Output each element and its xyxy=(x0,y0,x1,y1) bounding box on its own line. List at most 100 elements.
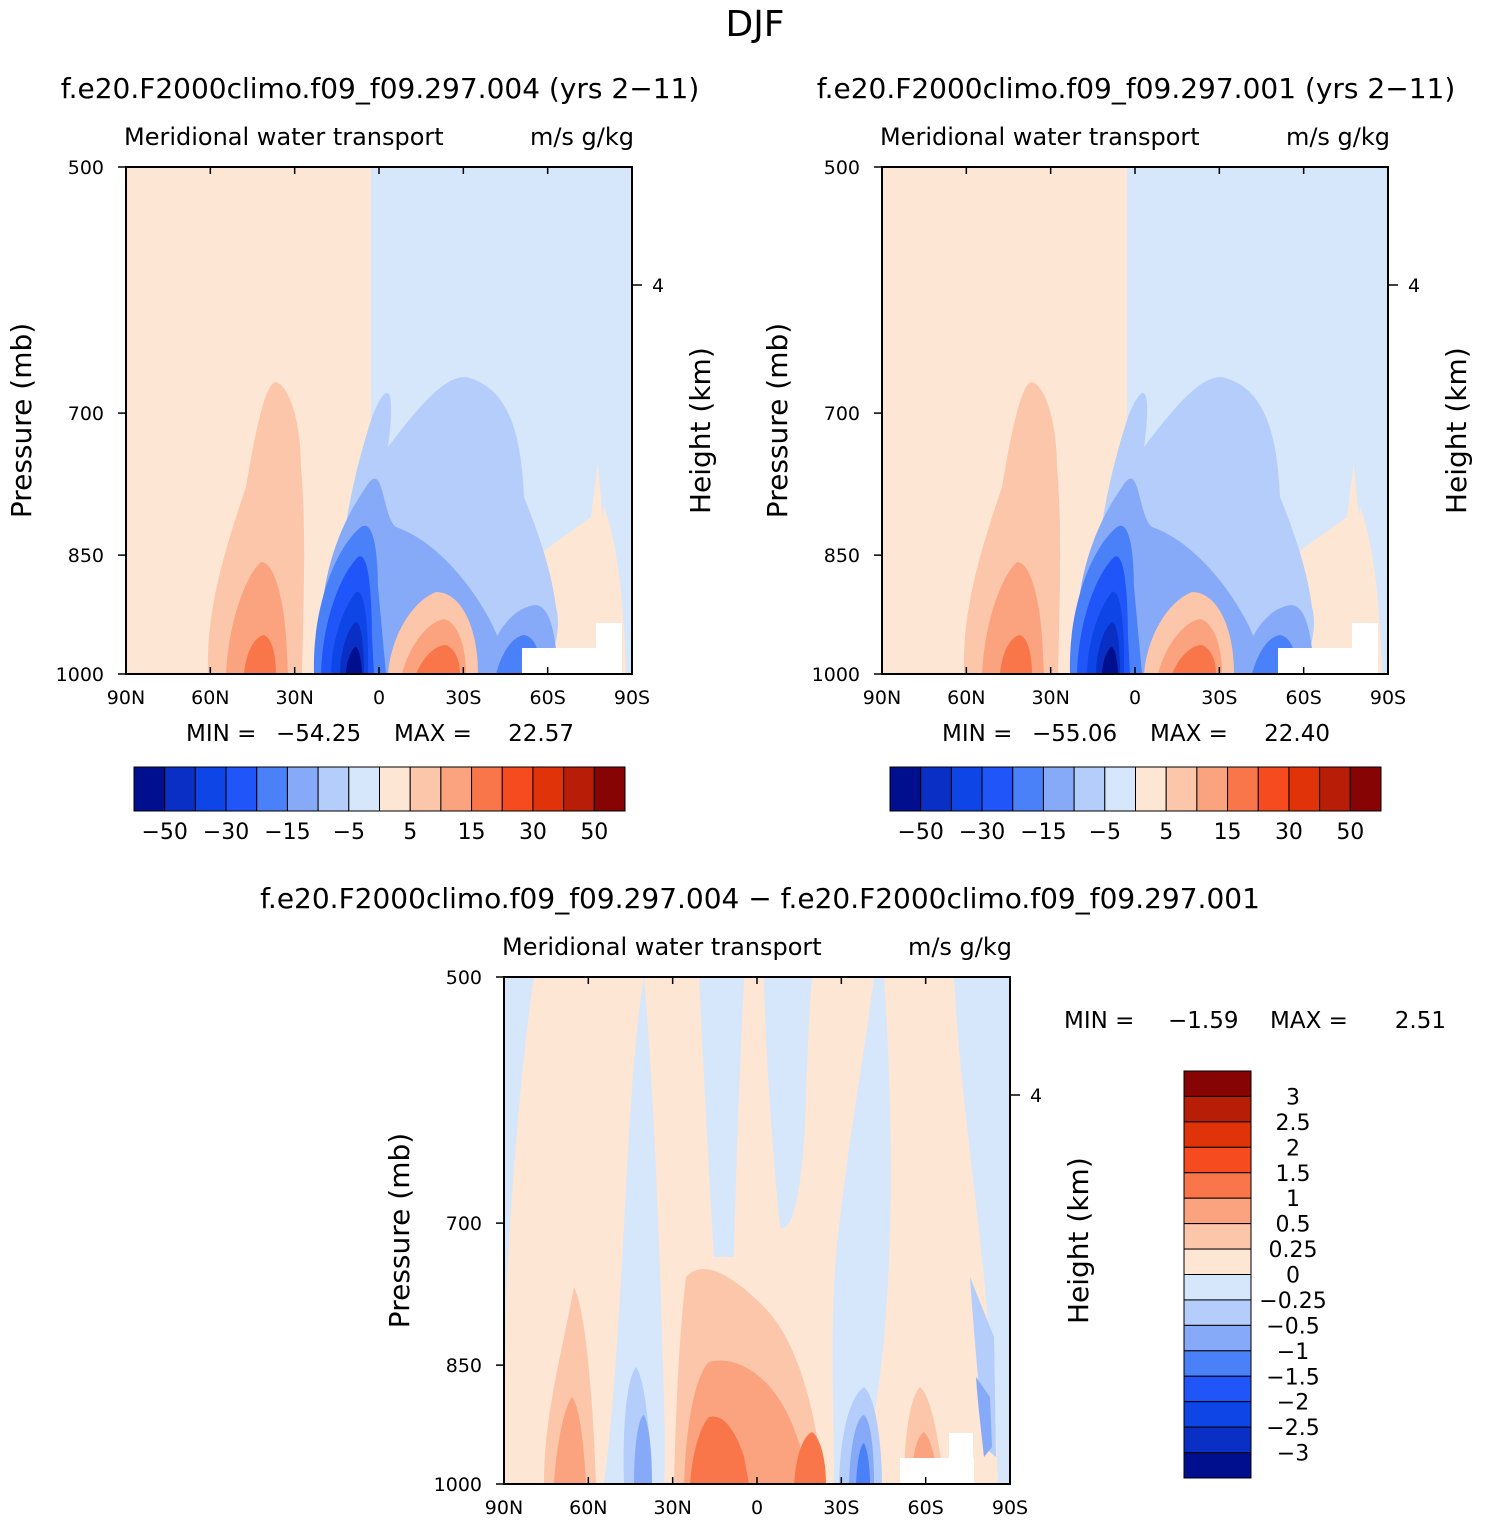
contour-fill xyxy=(126,167,632,674)
colorbar-tick-label: 0.5 xyxy=(1276,1213,1311,1238)
colorbar-swatch xyxy=(1183,1095,1252,1123)
colorbar-swatch xyxy=(920,766,952,812)
colorbar-swatch xyxy=(1073,766,1106,812)
colorbar-horizontal: −50 −30 −15 −5 5 15 30 50 xyxy=(133,766,626,845)
colorbar-tick-label: 0.25 xyxy=(1269,1238,1318,1263)
colorbar-tick-label: −15 xyxy=(264,820,310,845)
min-label: MIN = xyxy=(186,721,256,747)
x-tick-label: 30S xyxy=(1201,687,1237,709)
colorbar-tick-label: −3 xyxy=(1277,1442,1309,1467)
colorbar-swatch xyxy=(1183,1375,1252,1403)
colorbar-swatch xyxy=(593,766,626,812)
y-tick-label: 1000 xyxy=(434,1474,482,1496)
x-tick-label: 90S xyxy=(992,1497,1028,1519)
y-right-tick-label: 4 xyxy=(652,275,664,297)
colorbar-swatch xyxy=(532,766,565,812)
colorbar-tick-label: −1 xyxy=(1277,1340,1309,1365)
colorbar-swatch xyxy=(1257,766,1290,812)
colorbar-swatch xyxy=(1183,1350,1252,1377)
colorbar-swatch xyxy=(1183,1197,1252,1225)
x-tick-label: 0 xyxy=(1129,687,1141,709)
colorbar-tick-label: −30 xyxy=(959,820,1005,845)
contour-fill xyxy=(882,167,1388,674)
colorbar-swatch xyxy=(1183,1172,1252,1199)
y-tick-label: 700 xyxy=(68,403,104,425)
max-value: 22.57 xyxy=(508,721,574,747)
min-label: MIN = xyxy=(942,721,1012,747)
colorbar-swatch xyxy=(348,766,380,812)
colorbar-swatch xyxy=(1183,1274,1252,1301)
x-tick-label: 60S xyxy=(908,1497,944,1519)
panel-p1: f.e20.F2000climo.f09_f09.297.004 (yrs 2−… xyxy=(5,72,717,747)
colorbar-swatch xyxy=(1135,766,1167,812)
x-tick-label: 60N xyxy=(569,1497,607,1519)
panel-title: f.e20.F2000climo.f09_f09.297.004 − f.e20… xyxy=(260,882,1260,915)
y-tick-label: 500 xyxy=(68,157,104,179)
colorbar-tick-label: 30 xyxy=(1275,820,1303,845)
panel-title: f.e20.F2000climo.f09_f09.297.001 (yrs 2−… xyxy=(817,72,1456,105)
y-right-tick-label: 4 xyxy=(1030,1085,1042,1107)
colorbar-tick-label: 2 xyxy=(1286,1136,1300,1161)
colorbar-tick-label: −15 xyxy=(1020,820,1066,845)
colorbar-vertical: 32.521.510.50.250−0.25−0.5−1−1.5−2−2.5−3 xyxy=(1183,1070,1327,1479)
colorbar-swatch xyxy=(1165,766,1198,812)
x-tick-label: 90N xyxy=(863,687,901,709)
x-tick-label: 30S xyxy=(445,687,481,709)
x-tick-label: 30N xyxy=(653,1497,691,1519)
x-tick-label: 60S xyxy=(1286,687,1322,709)
panel-title: f.e20.F2000climo.f09_f09.297.004 (yrs 2−… xyxy=(61,72,700,105)
colorbar-swatch xyxy=(1042,766,1075,812)
colorbar-swatch xyxy=(501,766,534,812)
y-right-tick-label: 4 xyxy=(1408,275,1420,297)
x-tick-label: 90N xyxy=(107,687,145,709)
colorbar-swatch xyxy=(1183,1299,1252,1326)
min-value: −1.59 xyxy=(1168,1008,1238,1034)
colorbar-swatch xyxy=(1183,1223,1252,1250)
colorbar-tick-label: 3 xyxy=(1286,1085,1300,1110)
colorbar-tick-label: 15 xyxy=(458,820,486,845)
colorbar-swatch xyxy=(164,766,196,812)
colorbar-tick-label: −0.5 xyxy=(1266,1314,1319,1339)
colorbar-swatch xyxy=(889,766,922,812)
x-tick-label: 30N xyxy=(1031,687,1069,709)
colorbar-swatch xyxy=(1183,1426,1252,1454)
colorbar-swatch xyxy=(1012,766,1044,812)
colorbar-swatch xyxy=(1183,1121,1252,1148)
colorbar-swatch xyxy=(563,766,595,812)
colorbar-tick-label: −0.25 xyxy=(1259,1289,1326,1314)
y-tick-label: 700 xyxy=(446,1213,482,1235)
colorbar-tick-label: −50 xyxy=(897,820,943,845)
contour-field xyxy=(504,977,1010,1484)
colorbar-tick-label: 15 xyxy=(1214,820,1242,845)
y-tick-label: 500 xyxy=(446,967,482,989)
colorbar-swatch xyxy=(1349,766,1382,812)
panel-units-label: m/s g/kg xyxy=(1286,123,1390,151)
colorbar-swatch xyxy=(1183,1324,1252,1352)
panel-p2: f.e20.F2000climo.f09_f09.297.001 (yrs 2−… xyxy=(761,72,1473,747)
y-tick-label: 1000 xyxy=(56,664,104,686)
max-value: 2.51 xyxy=(1395,1008,1446,1034)
x-tick-label: 30S xyxy=(823,1497,859,1519)
y-tick-label: 850 xyxy=(824,545,860,567)
colorbar-swatch xyxy=(256,766,288,812)
colorbar-tick-label: 5 xyxy=(403,820,417,845)
colorbar-swatch xyxy=(440,766,473,812)
colorbar-tick-label: 30 xyxy=(519,820,547,845)
y-right-axis-label: Height (km) xyxy=(1062,1157,1095,1324)
panel-units-label: m/s g/kg xyxy=(530,123,634,151)
min-label: MIN = xyxy=(1064,1008,1134,1034)
colorbar-swatch xyxy=(1183,1452,1252,1479)
colorbar-tick-label: −1.5 xyxy=(1266,1365,1319,1390)
colorbar-swatch xyxy=(1227,766,1259,812)
x-tick-label: 90S xyxy=(614,687,650,709)
colorbar-swatch xyxy=(1183,1146,1252,1174)
y-tick-label: 700 xyxy=(824,403,860,425)
y-axis-label: Pressure (mb) xyxy=(383,1133,416,1328)
colorbar-tick-label: 2.5 xyxy=(1276,1111,1311,1136)
y-tick-label: 850 xyxy=(446,1355,482,1377)
colorbar-swatch xyxy=(1183,1248,1252,1275)
colorbar-swatch xyxy=(471,766,503,812)
colorbar-swatch xyxy=(379,766,411,812)
colorbar-swatch xyxy=(133,766,166,812)
